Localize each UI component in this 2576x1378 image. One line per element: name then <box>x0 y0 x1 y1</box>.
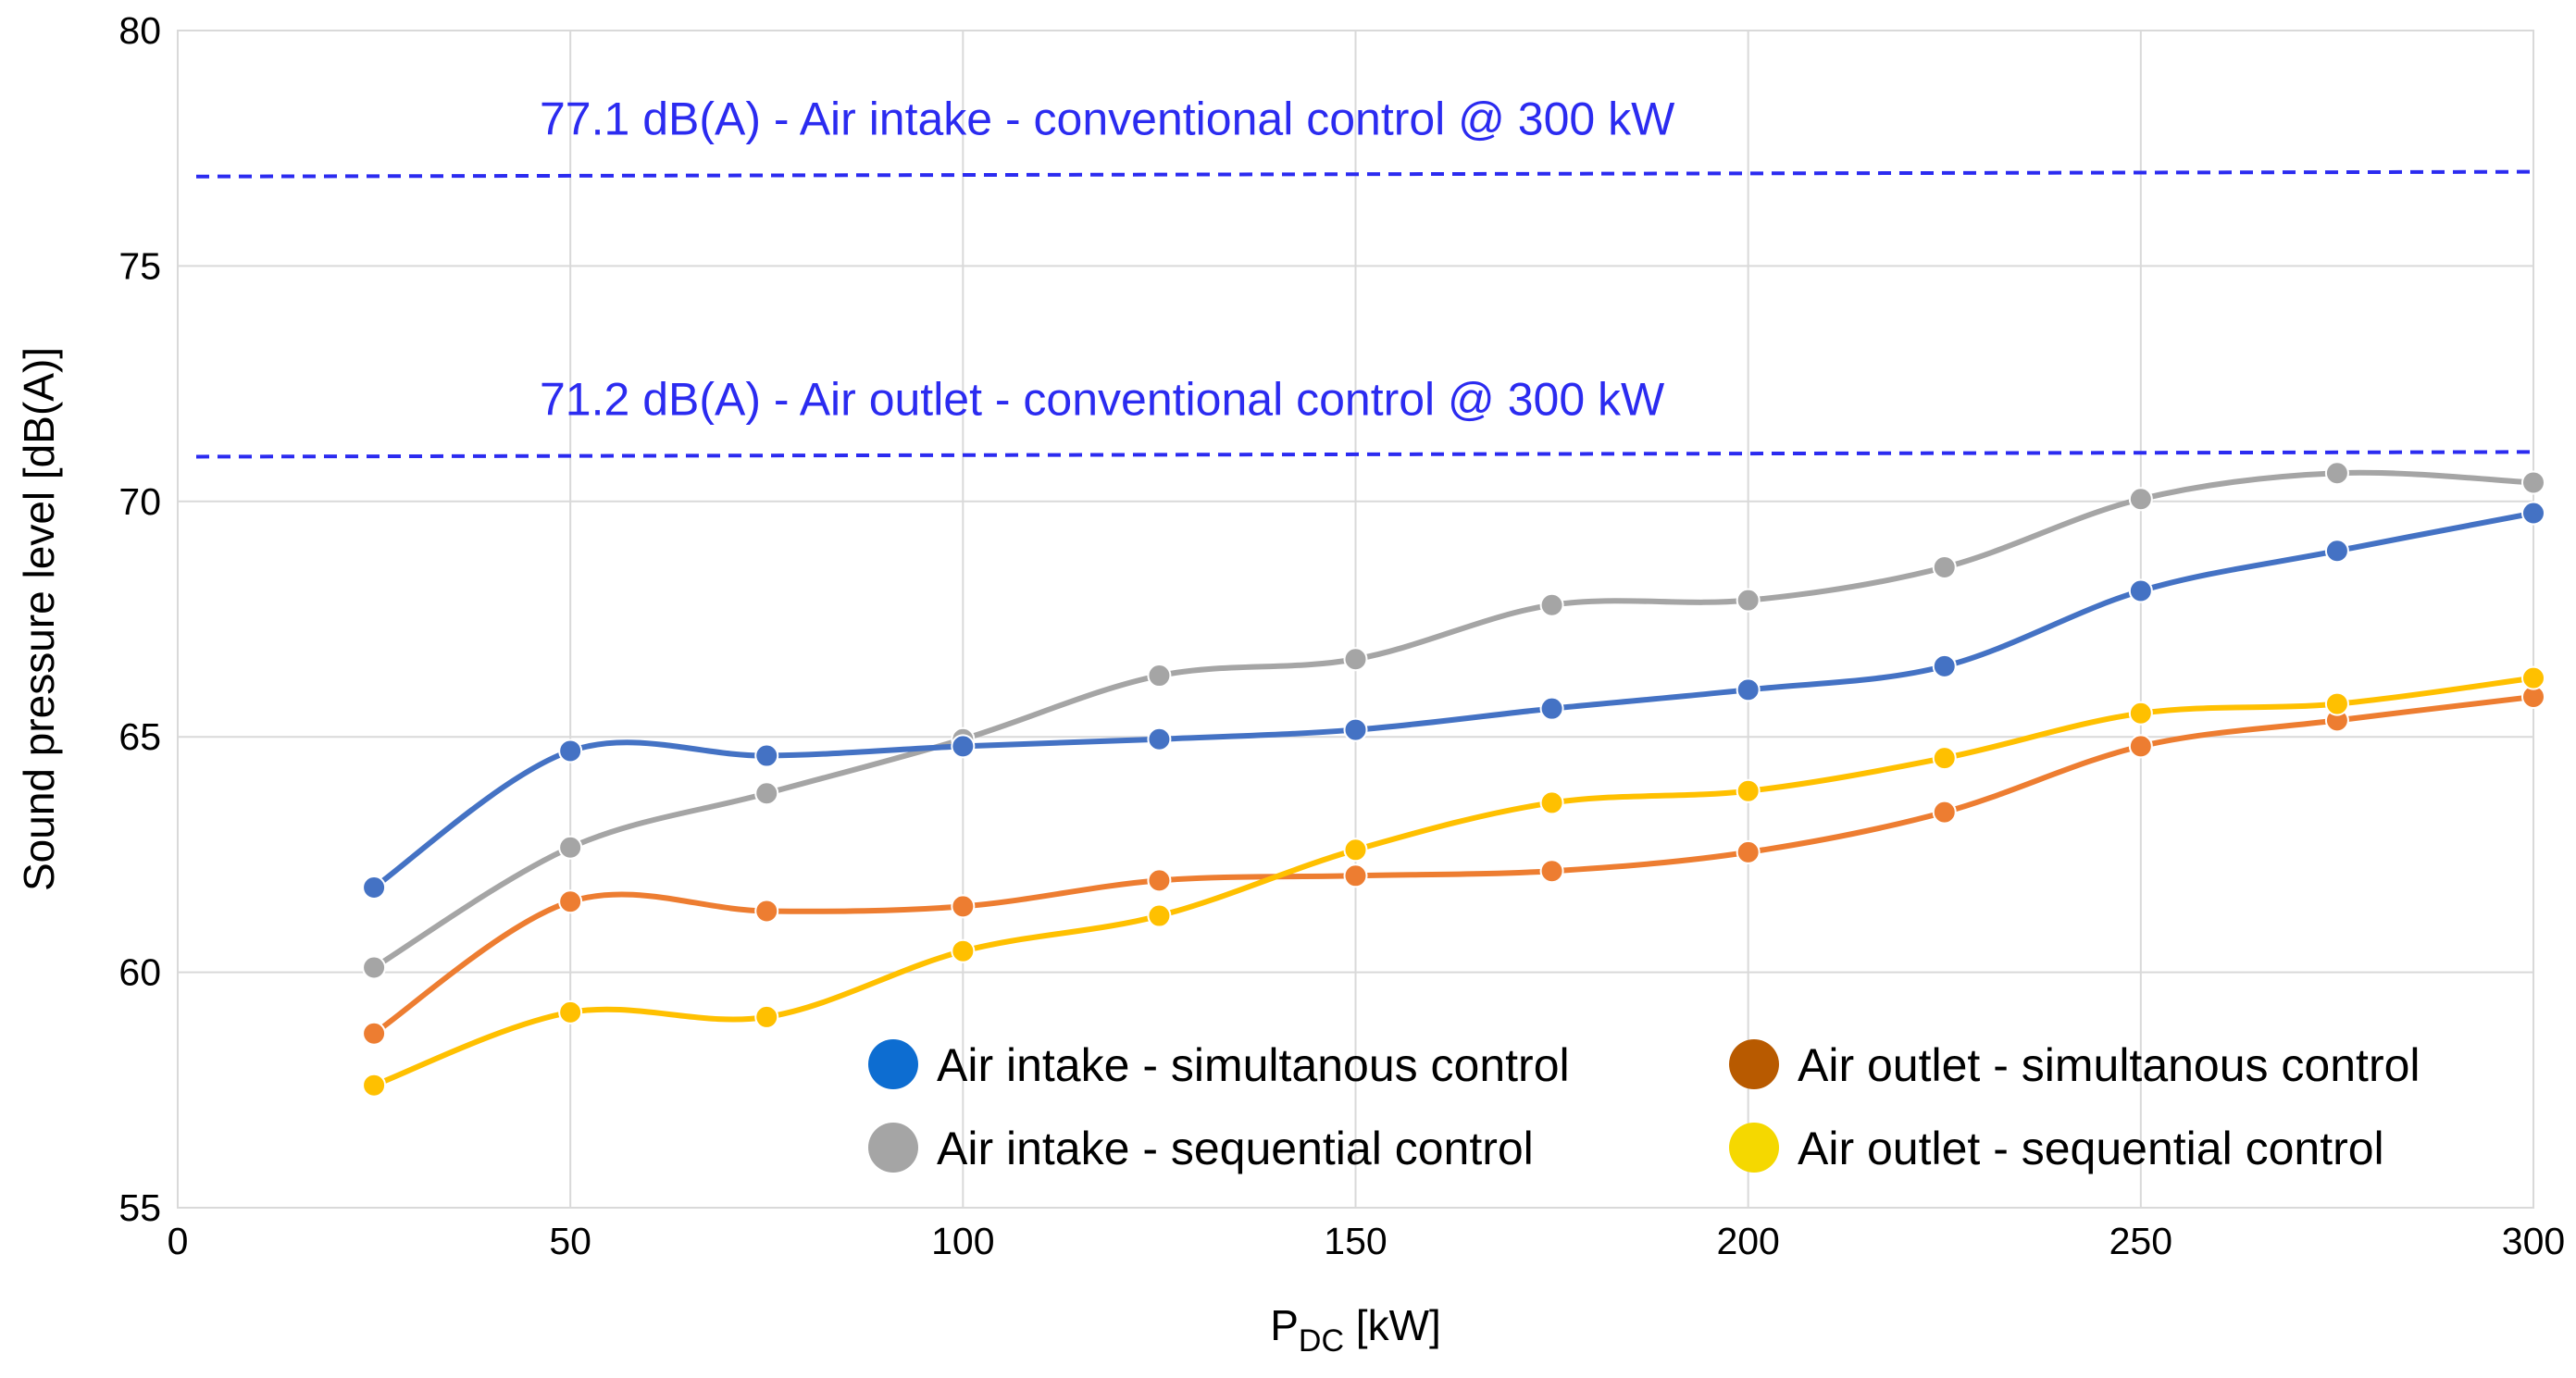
data-point <box>2324 461 2349 486</box>
x-tick-label: 200 <box>1716 1220 1779 1262</box>
data-point <box>754 899 779 924</box>
data-point <box>1147 868 1172 893</box>
legend-item: Air intake - sequential control <box>868 1123 1534 1174</box>
data-point <box>1932 800 1957 825</box>
axes: 0 50 100 150 200 250 300 55 60 65 70 75 80 PDC [kW] So… <box>15 9 2565 1359</box>
reference-lines: 77.1 dB(A) - Air intake - conventional c… <box>195 93 2534 459</box>
data-point <box>951 938 976 963</box>
x-tick-label: 300 <box>2502 1220 2565 1262</box>
data-point <box>2128 734 2153 759</box>
data-point <box>1736 677 1761 702</box>
data-point <box>2128 701 2153 726</box>
data-point <box>1147 726 1172 751</box>
legend-label: Air outlet - simultanous control <box>1798 1039 2420 1091</box>
x-tick-label: 150 <box>1324 1220 1387 1262</box>
data-point <box>1932 555 1957 580</box>
data-point <box>2521 501 2545 526</box>
series-lines <box>362 461 2545 1098</box>
data-point <box>951 734 976 759</box>
legend-label: Air intake - sequential control <box>937 1123 1534 1174</box>
legend-marker <box>1729 1039 1779 1089</box>
x-axis-title: PDC [kW] <box>1270 1301 1441 1359</box>
legend-item: Air outlet - sequential control <box>1729 1123 2384 1174</box>
series-line <box>371 675 2536 1088</box>
data-point <box>2324 691 2349 716</box>
legend-marker <box>1729 1123 1779 1173</box>
data-point <box>1736 839 1761 864</box>
x-tick-label: 50 <box>549 1220 591 1262</box>
series-line <box>371 469 2536 971</box>
data-point <box>1539 696 1564 721</box>
data-point <box>362 1021 387 1046</box>
data-point <box>1147 903 1172 928</box>
data-point <box>2128 578 2153 603</box>
reference-line-label: 71.2 dB(A) - Air outlet - conventional c… <box>540 373 1665 425</box>
data-point <box>1343 647 1368 672</box>
data-point <box>1343 717 1368 742</box>
y-tick-label: 80 <box>118 9 161 52</box>
data-point <box>754 1004 779 1029</box>
data-point <box>362 1073 387 1098</box>
data-point <box>558 889 583 914</box>
data-point <box>1539 859 1564 884</box>
series-line <box>371 510 2536 891</box>
y-tick-label: 75 <box>118 244 161 287</box>
series-line <box>371 693 2536 1037</box>
data-point <box>558 999 583 1024</box>
data-point <box>558 739 583 763</box>
legend-marker <box>868 1039 918 1089</box>
data-point <box>1539 592 1564 617</box>
legend-label: Air outlet - sequential control <box>1798 1123 2384 1174</box>
grid <box>177 30 2534 1209</box>
x-tick-label: 0 <box>168 1220 189 1262</box>
legend-item: Air outlet - simultanous control <box>1729 1039 2420 1091</box>
y-tick-label: 60 <box>118 951 161 994</box>
data-point <box>1932 746 1957 771</box>
data-point <box>362 875 387 900</box>
data-point <box>754 781 779 806</box>
data-point <box>2521 665 2545 690</box>
y-tick-label: 70 <box>118 480 161 523</box>
series-air-outlet-sequential-control <box>362 665 2545 1098</box>
legend: Air intake - simultanous control Air outl… <box>868 1039 2420 1174</box>
data-point <box>362 955 387 980</box>
reference-line <box>195 450 2534 459</box>
series-air-outlet-simultanous-control <box>362 684 2545 1046</box>
legend-item: Air intake - simultanous control <box>868 1039 1570 1091</box>
data-point <box>1736 778 1761 803</box>
legend-marker <box>868 1123 918 1173</box>
y-axis-title: Sound pressure level [dB(A)] <box>15 347 63 891</box>
series-air-intake-simultanous-control <box>362 501 2545 900</box>
data-point <box>1736 588 1761 613</box>
legend-label: Air intake - simultanous control <box>937 1039 1570 1091</box>
data-point <box>2521 470 2545 495</box>
data-point <box>1539 790 1564 815</box>
y-tick-label: 55 <box>118 1186 161 1229</box>
x-tick-label: 250 <box>2109 1220 2172 1262</box>
data-point <box>2324 539 2349 564</box>
data-point <box>754 743 779 768</box>
data-point <box>1147 664 1172 689</box>
data-point <box>558 835 583 860</box>
data-point <box>951 894 976 919</box>
data-point <box>1343 863 1368 888</box>
reference-line-label: 77.1 dB(A) - Air intake - conventional c… <box>540 93 1675 145</box>
data-point <box>2128 487 2153 512</box>
x-tick-label: 100 <box>931 1220 994 1262</box>
data-point <box>1343 838 1368 863</box>
data-point <box>1932 653 1957 678</box>
y-tick-label: 65 <box>118 715 161 758</box>
reference-line <box>195 169 2534 179</box>
